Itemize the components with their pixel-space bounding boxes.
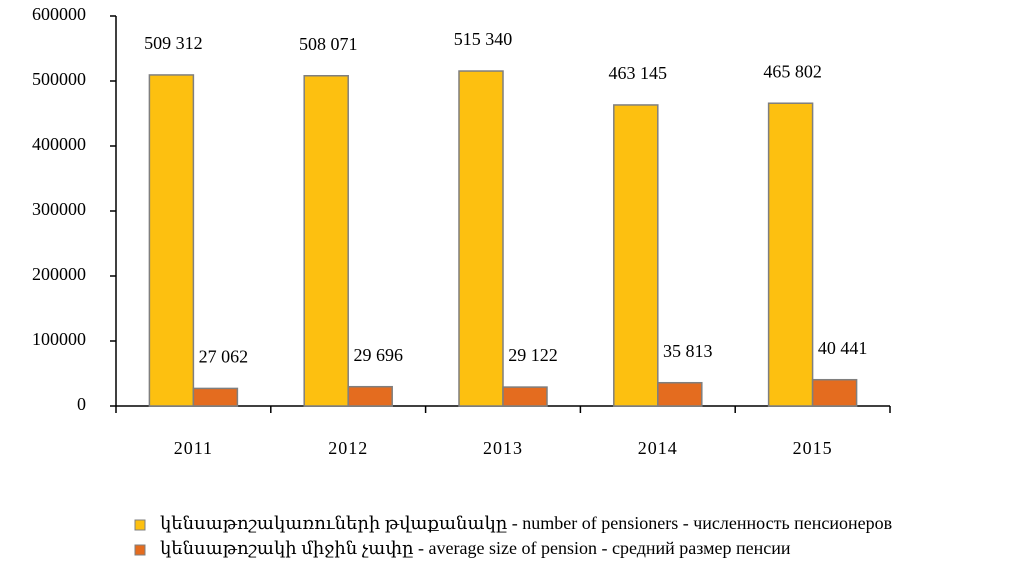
bar — [347, 385, 393, 407]
bar — [811, 378, 858, 407]
y-tick-label: 300000 — [32, 199, 86, 219]
x-tick-label: 2011 — [174, 438, 213, 458]
bar — [148, 74, 195, 407]
bar — [458, 70, 504, 407]
legend-label: կենսաթոշակի միջին չափը - average size of… — [160, 538, 791, 558]
y-tick-label: 400000 — [32, 134, 86, 154]
y-tick-label: 0 — [77, 394, 86, 414]
value-label: 463 145 — [609, 63, 668, 83]
y-tick-label: 200000 — [32, 264, 86, 284]
value-label: 27 062 — [199, 347, 249, 367]
value-label: 465 802 — [763, 61, 822, 81]
legend-swatch — [134, 544, 146, 556]
bar — [502, 386, 548, 407]
value-label: 508 071 — [299, 34, 358, 54]
value-label: 515 340 — [454, 29, 513, 49]
value-label: 29 696 — [353, 345, 403, 365]
bar — [657, 381, 703, 407]
bar — [192, 387, 239, 407]
x-tick-label: 2012 — [328, 438, 368, 458]
legend-swatch — [134, 519, 146, 531]
y-tick-label: 100000 — [32, 329, 86, 349]
bar — [303, 75, 349, 407]
x-tick-label: 2014 — [638, 438, 678, 458]
value-label: 29 122 — [508, 345, 558, 365]
bar — [613, 104, 659, 407]
y-tick-label: 600000 — [32, 4, 86, 24]
x-tick-label: 2015 — [793, 438, 833, 458]
y-tick-label: 500000 — [32, 69, 86, 89]
x-tick-label: 2013 — [483, 438, 523, 458]
legend-label: կենսաթոշակառուների թվաքանակը - number of… — [160, 513, 892, 533]
bar — [767, 102, 814, 407]
value-label: 40 441 — [818, 338, 868, 358]
value-label: 509 312 — [144, 33, 203, 53]
value-label: 35 813 — [663, 341, 713, 361]
